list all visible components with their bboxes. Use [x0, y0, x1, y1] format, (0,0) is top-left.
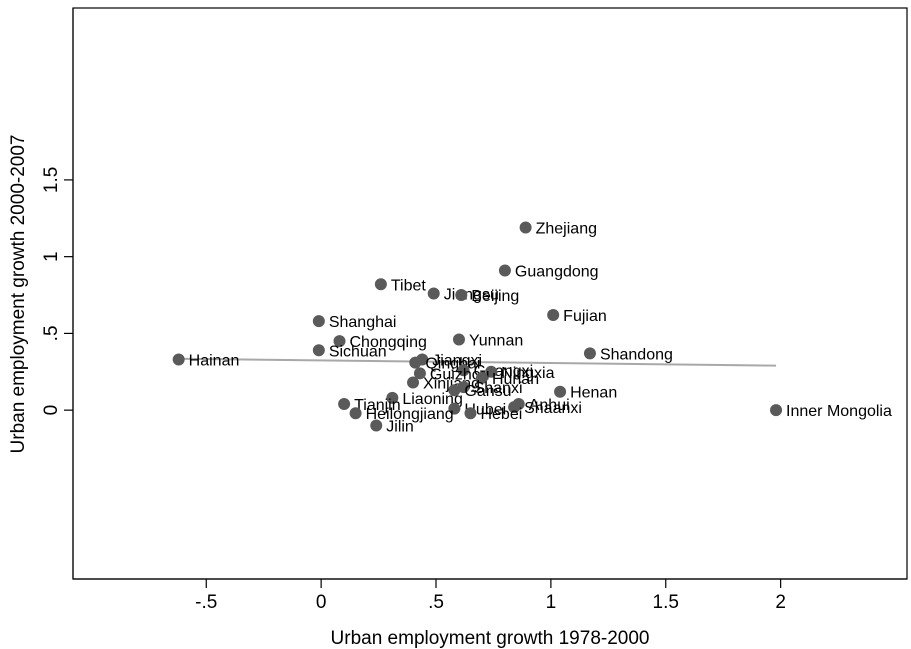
point-label: Inner Mongolia	[786, 403, 892, 420]
point-label: Tibet	[391, 277, 427, 294]
point-label: Sichuan	[329, 343, 387, 360]
y-tick-label: 1.5	[41, 167, 62, 193]
data-points: ZhejiangGuangdongTibetJiangsuBeijingFuji…	[172, 220, 892, 436]
point-label: Hebei	[480, 406, 522, 423]
point-label: Guangdong	[515, 263, 599, 280]
data-point	[409, 356, 422, 369]
point-label: Liaoning	[402, 391, 463, 408]
point-label: Shanghai	[329, 314, 397, 331]
data-point	[583, 347, 596, 360]
point-label: Zhejiang	[536, 220, 597, 237]
data-point	[547, 308, 560, 321]
data-point	[457, 381, 470, 394]
y-tick-label: 0	[41, 405, 62, 416]
data-point	[475, 371, 488, 384]
data-point	[448, 402, 461, 415]
data-point	[172, 353, 185, 366]
data-point	[427, 287, 440, 300]
data-point	[508, 401, 521, 414]
data-point	[349, 407, 362, 420]
data-point	[386, 391, 399, 404]
point-label: Shandong	[600, 346, 673, 363]
y-tick-label: 1	[41, 251, 62, 262]
data-point	[312, 344, 325, 357]
data-point	[312, 315, 325, 328]
point-label: Ningxia	[501, 365, 554, 382]
point-label: Tianjin	[354, 397, 401, 414]
x-tick-label: -.5	[195, 592, 217, 613]
point-label: Anhui	[529, 397, 570, 414]
data-point	[448, 384, 461, 397]
data-point	[407, 376, 420, 389]
point-label: Hunan	[492, 371, 539, 388]
x-tick-label: 0	[316, 592, 327, 613]
x-tick-label: 2	[775, 592, 786, 613]
x-axis-ticks: -.5 0 .5 1 1.5 2	[195, 579, 786, 613]
point-label: Heilongjiang	[366, 406, 454, 423]
x-tick-label: 1.5	[653, 592, 679, 613]
data-point	[370, 419, 383, 432]
point-label: Yunnan	[469, 333, 523, 350]
point-label: Hainan	[189, 353, 240, 370]
data-point	[519, 221, 532, 234]
point-label: Henan	[570, 385, 617, 402]
fitted-line	[178, 357, 777, 367]
data-point	[498, 264, 511, 277]
data-point	[338, 398, 351, 411]
data-point	[452, 333, 465, 346]
data-point	[457, 364, 470, 377]
data-point	[485, 365, 498, 378]
data-point	[374, 278, 387, 291]
x-axis-title: Urban employment growth 1978-2000	[331, 628, 650, 649]
point-label: Shanxi	[474, 380, 523, 397]
y-axis-ticks: 0 .5 1 1.5	[41, 167, 73, 416]
point-label: Gansu	[464, 383, 511, 400]
data-point	[413, 367, 426, 380]
point-label: Jiangxi	[432, 353, 482, 370]
data-point	[770, 404, 783, 417]
data-point	[455, 289, 468, 302]
point-label: Guizhou	[430, 366, 490, 383]
y-axis-title: Urban employment growth 2000-2007	[8, 135, 29, 454]
x-tick-label: 1	[546, 592, 557, 613]
data-point	[464, 407, 477, 420]
x-tick-label: .5	[428, 592, 444, 613]
y-tick-label: .5	[41, 325, 62, 341]
point-label: Jilin	[386, 419, 414, 436]
data-point	[333, 335, 346, 348]
data-point	[554, 385, 567, 398]
point-label: Shaanxi	[524, 400, 582, 417]
point-label: Fujian	[563, 308, 607, 325]
point-label: Chongqing	[350, 334, 427, 351]
point-label: Beijing	[471, 288, 519, 305]
